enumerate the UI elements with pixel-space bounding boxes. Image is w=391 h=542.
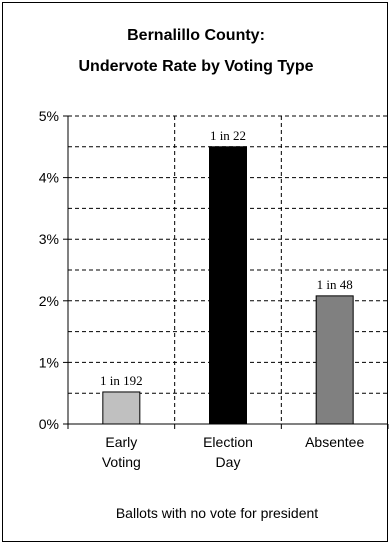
category-label-1-line-1: Election (203, 434, 253, 450)
data-label-1: 1 in 22 (210, 128, 246, 143)
category-label-1-line-2: Day (216, 454, 241, 470)
bars (102, 146, 354, 425)
y-tick-label: 2% (39, 293, 59, 309)
data-label-2: 1 in 48 (317, 277, 353, 292)
category-label-0-line-1: Early (105, 434, 137, 450)
bar-2 (315, 295, 354, 425)
y-tick-label: 3% (39, 231, 59, 247)
data-label-0: 1 in 192 (100, 373, 143, 388)
category-label-2-line-1: Absentee (305, 434, 364, 450)
labels: 1 in 192 1 in 22 1 in 48 0% 1% 2% 3% 4% 5% Early V… (39, 108, 365, 470)
category-label-0-line-2: Voting (102, 454, 141, 470)
chart-footnote: Ballots with no vote for president (116, 505, 318, 521)
axes (63, 115, 389, 429)
y-tick-label: 5% (39, 108, 59, 124)
chart-title-line-1: Bernalillo County: (127, 27, 265, 44)
chart-title-line-2: Undervote Rate by Voting Type (79, 58, 314, 75)
bar-1 (209, 146, 247, 425)
y-tick-label: 0% (39, 416, 59, 432)
y-tick-label: 4% (39, 170, 59, 186)
chart: Bernalillo County: Undervote Rate by Vot… (39, 27, 389, 521)
y-tick-label: 1% (39, 354, 59, 370)
bar-0 (102, 391, 141, 425)
